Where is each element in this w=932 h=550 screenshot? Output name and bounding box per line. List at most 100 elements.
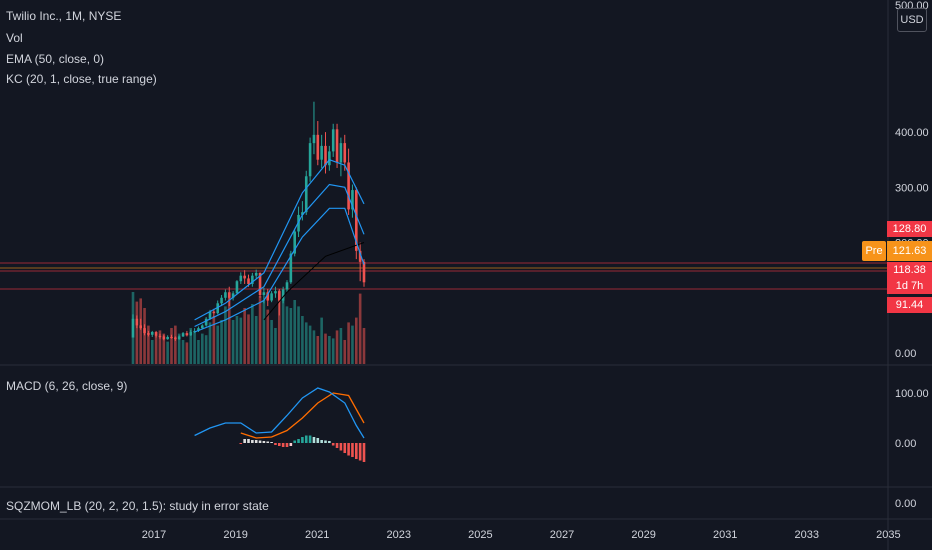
volume-bar: [239, 317, 243, 364]
candle-body: [328, 151, 331, 166]
candle-body: [143, 328, 146, 334]
candle-body: [220, 297, 223, 304]
volume-bar: [139, 298, 142, 364]
candle-body: [316, 134, 320, 160]
candle-body: [208, 311, 212, 319]
candle-body: [301, 212, 304, 215]
legend-vol[interactable]: Vol: [6, 31, 23, 45]
volume-bar: [204, 335, 208, 364]
volume-bar: [274, 328, 277, 364]
currency-button[interactable]: USD: [897, 8, 927, 32]
macd-histogram-bar: [266, 441, 270, 443]
volume-bar: [301, 316, 304, 364]
candle-body: [150, 332, 154, 335]
volume-bar: [224, 306, 227, 364]
premarket-label: Pre: [862, 241, 886, 261]
candle-body: [227, 292, 231, 298]
volume-bar: [193, 332, 196, 364]
time-axis-tick: 2025: [468, 529, 492, 541]
volume-bar: [158, 330, 162, 364]
macd-histogram-bar: [278, 443, 281, 446]
legend-ema[interactable]: EMA (50, close, 0): [6, 52, 105, 66]
macd-histogram-bar: [274, 443, 277, 445]
candle-body: [224, 292, 227, 298]
macd-histogram-bar: [304, 435, 308, 443]
candle-body: [312, 134, 316, 144]
volume-bar: [235, 316, 239, 364]
candle-body: [177, 336, 181, 340]
candle-body: [185, 333, 189, 336]
macd-histogram-bar: [328, 441, 331, 443]
macd-histogram-bar: [339, 443, 343, 451]
keltner-middle-line: [194, 183, 365, 328]
time-axis-tick: 2023: [387, 529, 411, 541]
price-axis-tick: 500.00: [895, 0, 929, 12]
macd-histogram-bar: [308, 435, 312, 443]
candle-body: [231, 293, 235, 298]
price-axis-tick: 0.00: [895, 348, 916, 360]
volume-bar: [362, 328, 366, 364]
volume-bar: [331, 338, 335, 364]
macd-histogram-bar: [324, 440, 327, 443]
macd-histogram-bar: [254, 440, 258, 443]
candle-body: [174, 337, 177, 340]
legend-macd[interactable]: MACD (6, 26, close, 9): [6, 379, 128, 393]
volume-bar: [154, 336, 158, 364]
macd-axis-tick: 0.00: [895, 438, 916, 450]
candle-body: [131, 318, 135, 338]
time-axis-tick: 2019: [223, 529, 247, 541]
legend-sqzmom[interactable]: SQZMOM_LB (20, 2, 20, 1.5): study in err…: [6, 499, 269, 513]
volume-bar: [324, 333, 327, 364]
indicator-overlays: [194, 158, 365, 333]
last-price-tag: 118.38: [887, 262, 932, 278]
candle-body: [135, 318, 139, 326]
volume-bar: [181, 340, 185, 364]
time-axis-tick: 2017: [142, 529, 166, 541]
macd-histogram-bar: [335, 443, 339, 448]
macd-histogram-bar: [270, 442, 273, 443]
chart-title[interactable]: Twilio Inc., 1M, NYSE: [6, 9, 122, 23]
candle-body: [201, 325, 204, 329]
volume-bar: [189, 328, 193, 364]
candle-body: [266, 292, 270, 301]
price-level-lines: [0, 262, 888, 290]
countdown-tag: 1d 7h: [887, 278, 932, 294]
volume-bar: [312, 330, 316, 364]
volume-bar: [278, 290, 281, 364]
volume-bar: [335, 330, 339, 364]
candle-body: [154, 332, 158, 336]
macd-histogram-bar: [351, 443, 354, 457]
candle-body: [189, 332, 193, 336]
candle-body: [270, 293, 273, 301]
candle-body: [358, 250, 362, 262]
volume-bar: [355, 317, 358, 364]
candle-body: [351, 190, 354, 210]
candle-body: [355, 190, 358, 251]
candlestick-series[interactable]: [131, 101, 366, 341]
macd-histogram-bar: [316, 438, 320, 443]
volume-bar: [247, 314, 250, 364]
macd-histogram-bar: [347, 443, 350, 456]
candle-body: [212, 311, 216, 314]
macd-histogram-bar: [243, 439, 246, 443]
volume-bar: [166, 341, 169, 364]
legend-kc[interactable]: KC (20, 1, close, true range): [6, 72, 157, 86]
macd-histogram-bar: [262, 441, 266, 443]
macd-histogram-bar: [289, 443, 293, 446]
volume-bar: [254, 316, 258, 364]
macd-histogram-bar: [293, 440, 296, 443]
price-axis-tick: 400.00: [895, 127, 929, 139]
candle-body: [293, 231, 296, 254]
macd-histogram-bar: [301, 437, 304, 443]
candle-body: [166, 336, 169, 340]
volume-bar: [289, 308, 293, 364]
volume-pane: [131, 290, 366, 364]
macd-histogram-bar: [239, 443, 243, 444]
candle-body: [281, 289, 285, 301]
volume-bar: [170, 328, 173, 364]
candle-body: [343, 143, 347, 163]
macd-histogram-bar: [251, 440, 254, 443]
macd-histogram-bar: [331, 443, 335, 446]
